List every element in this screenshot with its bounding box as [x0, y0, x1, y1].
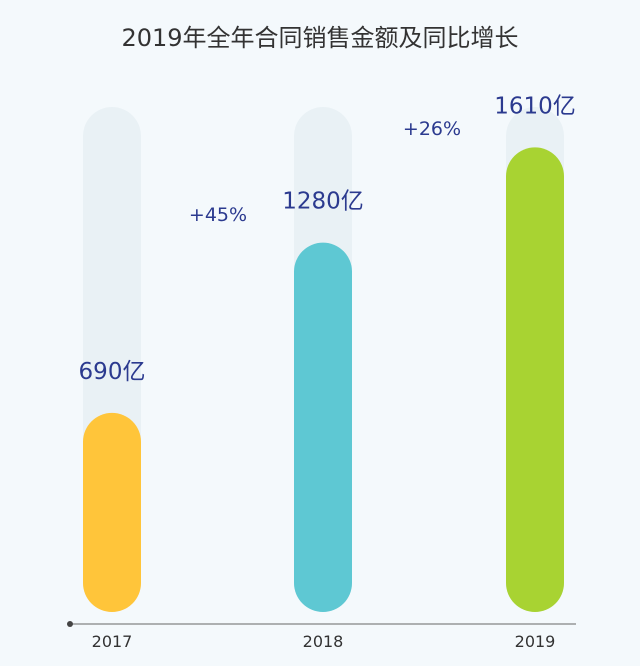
tick-label-2017: 2017 [92, 632, 133, 651]
bar-2019 [506, 147, 564, 612]
bar-2018 [294, 242, 352, 612]
bars [83, 147, 564, 612]
tick-label-2019: 2019 [515, 632, 556, 651]
growth-labels: +45% +26% [189, 118, 461, 226]
value-label-2019: 1610亿 [494, 93, 576, 119]
growth-label-1: +45% [189, 204, 247, 226]
bar-2017 [83, 412, 141, 612]
growth-label-2: +26% [403, 118, 461, 140]
value-label-2018: 1280亿 [282, 189, 364, 215]
x-tick-labels: 2017 2018 2019 [92, 632, 556, 651]
value-labels: 690亿 1280亿 1610亿 [79, 93, 576, 384]
axis-origin-dot [67, 621, 73, 627]
tick-label-2018: 2018 [303, 632, 344, 651]
x-axis [67, 621, 576, 627]
chart-title: 2019年全年合同销售金额及同比增长 [121, 24, 518, 52]
value-label-2017: 690亿 [79, 359, 146, 385]
